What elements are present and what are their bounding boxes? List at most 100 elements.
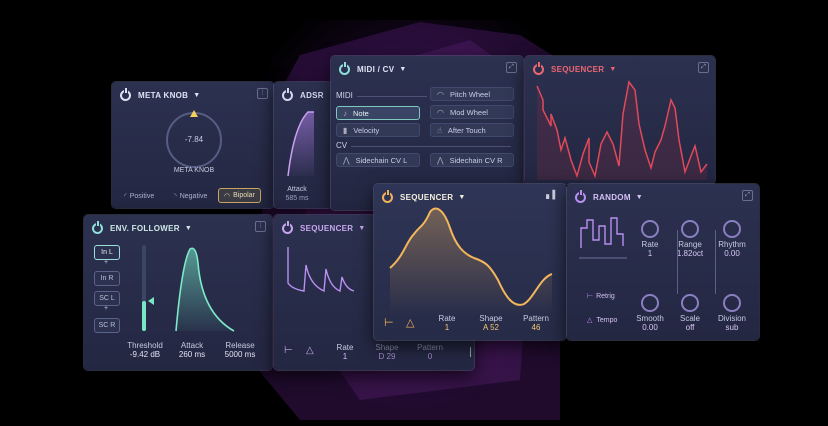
expand-icon[interactable]: ⋮ <box>255 221 266 232</box>
plus-label: + <box>103 259 109 266</box>
adsr-attack-value: 585 ms <box>285 195 309 202</box>
note-icon: ♪ <box>343 108 347 118</box>
division-value: sub <box>725 323 739 332</box>
wheel-icon: ◠ <box>437 107 444 117</box>
knob-pointer-icon <box>190 110 198 117</box>
retrig-icon[interactable]: ⊢ <box>284 345 293 356</box>
chevron-down-icon[interactable]: ▼ <box>609 65 617 73</box>
wave-icon: ⋀ <box>437 155 444 165</box>
power-icon[interactable] <box>282 220 293 234</box>
random-step-graph <box>579 217 627 259</box>
input-sc-l-button[interactable]: SC L <box>94 291 120 306</box>
input-in-l-button[interactable]: In L <box>94 245 120 260</box>
power-icon[interactable] <box>382 189 393 203</box>
tempo-toggle[interactable]: △ Tempo <box>587 316 618 325</box>
expand-icon[interactable]: ⤢ <box>506 62 517 73</box>
sidechain-cv-l-button[interactable]: ⋀ Sidechain CV L <box>336 153 420 167</box>
rhythm-knob[interactable] <box>723 220 741 238</box>
midi-cv-panel: MIDI / CV ▼ ⤢ MIDI ♪ Note ▮ Velocity ◠ Pitc… <box>331 56 523 210</box>
range-connector <box>677 230 678 294</box>
sequencer-main-panel: SEQUENCER ▼ ▖▌ ⊢ △ Rate 1 Shape A 52 Pat… <box>374 184 566 340</box>
power-icon[interactable] <box>575 189 586 203</box>
smooth-knob[interactable] <box>641 294 659 312</box>
threshold-value: -9.42 dB <box>129 350 161 359</box>
retrig-toggle[interactable]: ⊢ Retrig <box>587 292 615 301</box>
rate-label: Rate <box>438 314 456 323</box>
meta-knob-label: META KNOB <box>173 167 215 174</box>
rate-value: 1 <box>647 249 653 258</box>
wave-icon: ⋀ <box>343 155 350 165</box>
after-touch-source-button[interactable]: ☝ After Touch <box>430 123 514 137</box>
tempo-icon[interactable]: △ <box>406 317 415 329</box>
arc-icon: ◠ <box>224 192 231 200</box>
adsr-envelope-graph <box>287 111 314 177</box>
division-label: Division <box>717 314 746 323</box>
negative-mode-button[interactable]: ◝ Negative <box>174 192 208 201</box>
pitch-wheel-source-button[interactable]: ◠ Pitch Wheel <box>430 87 514 101</box>
power-icon[interactable] <box>339 61 350 75</box>
sequencer-envelope-graph <box>287 247 355 293</box>
meta-knob-header: META KNOB ▼ <box>112 82 274 108</box>
power-icon[interactable] <box>92 220 103 234</box>
shape-value: D 29 <box>378 352 396 361</box>
input-sc-r-button[interactable]: SC R <box>94 318 120 333</box>
rhythm-label: Rhythm <box>718 240 746 249</box>
arc-icon: ◝ <box>174 193 177 200</box>
rate-value: 1 <box>342 352 348 361</box>
scale-label: Scale <box>679 314 700 323</box>
division-knob[interactable] <box>723 294 741 312</box>
sequencer-step-graph <box>536 80 708 180</box>
velocity-source-button[interactable]: ▮ Velocity <box>336 123 420 137</box>
random-panel: RANDOM ▼ ⤢ Rate 1 Range 1.82oct Rhythm 0… <box>567 184 759 340</box>
range-knob[interactable] <box>681 220 699 238</box>
retrig-icon[interactable]: ⊢ <box>384 317 394 329</box>
chevron-down-icon[interactable]: ▼ <box>358 224 366 232</box>
rhythm-value: 0.00 <box>724 249 740 258</box>
tempo-icon: △ <box>587 317 593 324</box>
rate-knob[interactable] <box>641 220 659 238</box>
chevron-down-icon[interactable]: ▼ <box>399 65 407 73</box>
bars-icon: ▮ <box>343 125 348 135</box>
sidechain-cv-r-button[interactable]: ⋀ Sidechain CV R <box>430 153 514 167</box>
adsr-attack-label: Attack <box>287 186 307 193</box>
threshold-label: Threshold <box>127 341 163 350</box>
pattern-value: 46 <box>531 323 541 332</box>
slider-handle-icon[interactable] <box>148 297 154 305</box>
expand-icon[interactable]: ⤢ <box>742 190 753 201</box>
pattern-label: Pattern <box>417 343 443 352</box>
chevron-down-icon[interactable]: ▼ <box>193 91 201 99</box>
chevron-down-icon[interactable]: ▼ <box>635 193 644 201</box>
power-icon[interactable] <box>533 61 544 75</box>
power-icon[interactable] <box>120 87 131 101</box>
env-follower-title: ENV. FOLLOWER <box>110 223 180 233</box>
mod-wheel-source-button[interactable]: ◠ Mod Wheel <box>430 105 514 119</box>
random-title: RANDOM <box>593 192 631 202</box>
scale-knob[interactable] <box>681 294 699 312</box>
input-in-r-button[interactable]: In R <box>94 271 120 286</box>
threshold-slider[interactable] <box>142 245 146 331</box>
plus-label: + <box>103 305 109 312</box>
meta-knob-title: META KNOB <box>138 90 189 100</box>
range-label: Range <box>678 240 702 249</box>
sequencer-shape-graph <box>389 207 553 316</box>
divider <box>357 96 427 97</box>
retrig-icon: ⊢ <box>587 293 594 300</box>
expand-icon[interactable]: ⤢ <box>698 62 709 73</box>
tempo-icon[interactable]: △ <box>306 345 314 356</box>
shape-label: Shape <box>479 314 503 323</box>
expand-icon[interactable]: ⋮ <box>257 88 268 99</box>
release-label: Release <box>225 341 255 350</box>
chevron-down-icon[interactable]: ▼ <box>458 193 466 201</box>
envelope-graph <box>175 247 235 332</box>
note-source-button[interactable]: ♪ Note <box>336 106 420 120</box>
power-icon[interactable] <box>282 87 293 101</box>
step-bars-icon[interactable]: ▖▌ <box>546 190 558 199</box>
positive-mode-button[interactable]: ◜ Positive <box>124 192 155 201</box>
chevron-down-icon[interactable]: ▼ <box>184 224 193 232</box>
range-value: 1.82oct <box>676 249 704 258</box>
shape-value: A 52 <box>482 323 499 332</box>
bipolar-mode-button[interactable]: ◠ Bipolar <box>218 188 261 203</box>
release-value: 5000 ms <box>224 350 256 359</box>
sequencer-top-title: SEQUENCER <box>551 64 605 74</box>
arc-icon: ◜ <box>124 193 127 200</box>
